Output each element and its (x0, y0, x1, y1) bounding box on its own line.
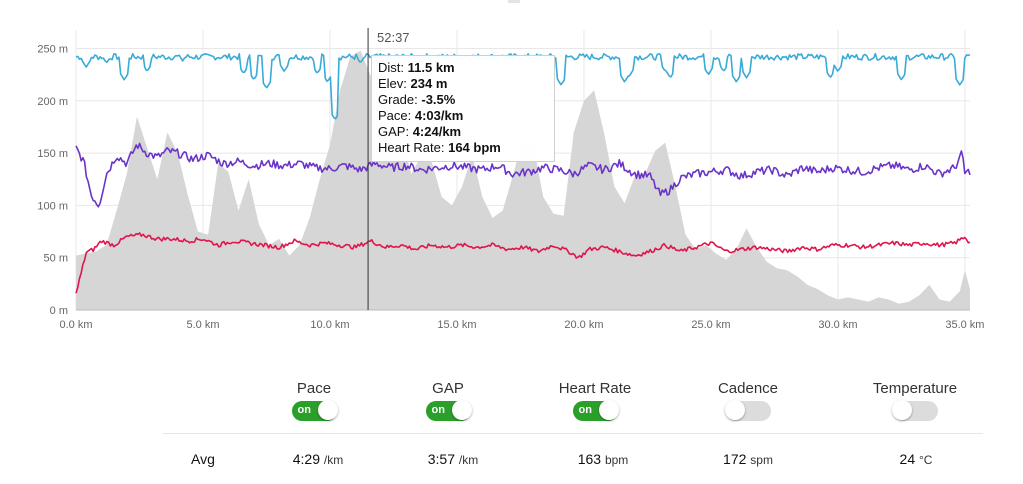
tooltip-dist: Dist: 11.5 km (378, 60, 455, 75)
x-tick-label: 30.0 km (818, 319, 857, 331)
x-tick-label: 35.0 km (945, 319, 984, 331)
x-tick-label: 0.0 km (59, 319, 92, 331)
y-tick-label: 50 m (44, 253, 68, 265)
toggle-pace: Pace on (254, 380, 374, 421)
avg-heart-rate: 163 bpm (577, 451, 629, 467)
avg-cadence: 172 spm (723, 451, 773, 467)
toggle-temperature: Temperature (855, 380, 975, 421)
toggle-temperature-label: Temperature (872, 380, 958, 397)
avg-label: Avg (191, 451, 215, 467)
series-toggles: Pace on GAP on Heart Rate on Cadence Tem… (0, 380, 1023, 430)
x-tick-label: 10.0 km (310, 319, 349, 331)
elevation-chart[interactable]: 0 m 50 m 100 m 150 m 200 m 250 m 0.0 km 5.0 km 1… (0, 0, 1023, 340)
x-tick-label: 25.0 km (691, 319, 730, 331)
tooltip-heart-rate: Heart Rate: 164 bpm (378, 140, 501, 155)
toggle-gap: GAP on (388, 380, 508, 421)
avg-pace: 4:29 /km (292, 451, 344, 467)
tooltip-grade: Grade: -3.5% (378, 92, 456, 107)
cursor-time-label: 52:37 (377, 30, 410, 45)
y-tick-label: 250 m (37, 43, 68, 55)
toggle-heart-rate-label: Heart Rate (558, 380, 632, 397)
tooltip-gap: GAP: 4:24/km (378, 124, 462, 139)
hover-tooltip: Dist: 11.5 km Elev: 234 m Grade: -3.5% P… (371, 55, 555, 162)
drag-handle[interactable] (508, 0, 520, 3)
x-tick-label: 15.0 km (437, 319, 476, 331)
x-tick-label: 5.0 km (186, 319, 219, 331)
avg-temperature: 24 °C (899, 451, 933, 467)
elevation-fill (76, 50, 970, 310)
y-tick-label: 100 m (37, 200, 68, 212)
toggle-heart-rate: Heart Rate on (535, 380, 655, 421)
chart-axes: 0 m 50 m 100 m 150 m 200 m 250 m 0.0 km 5.0 km 1… (37, 43, 984, 331)
heart-rate-line (75, 142, 971, 208)
x-tick-label: 20.0 km (564, 319, 603, 331)
avg-gap: 3:57 /km (427, 451, 479, 467)
averages-row: Avg 4:29 /km 3:57 /km 163 bpm 172 spm 24… (163, 433, 983, 484)
y-tick-label: 0 m (50, 305, 68, 317)
pace-switch[interactable]: on (291, 400, 338, 421)
toggle-pace-label: Pace (296, 380, 332, 397)
heart-rate-switch[interactable]: on (572, 400, 619, 421)
tooltip-pace: Pace: 4:03/km (378, 108, 464, 123)
y-tick-label: 200 m (37, 96, 68, 108)
y-tick-label: 150 m (37, 148, 68, 160)
gap-switch[interactable]: on (425, 400, 472, 421)
toggle-cadence: Cadence (688, 380, 808, 421)
cadence-switch[interactable] (724, 400, 771, 421)
elevation-area (76, 50, 970, 310)
temperature-switch[interactable] (891, 400, 938, 421)
toggle-cadence-label: Cadence (717, 380, 779, 397)
pace-line (75, 232, 971, 294)
tooltip-elev: Elev: 234 m (378, 76, 448, 91)
toggle-gap-label: GAP (432, 380, 464, 397)
